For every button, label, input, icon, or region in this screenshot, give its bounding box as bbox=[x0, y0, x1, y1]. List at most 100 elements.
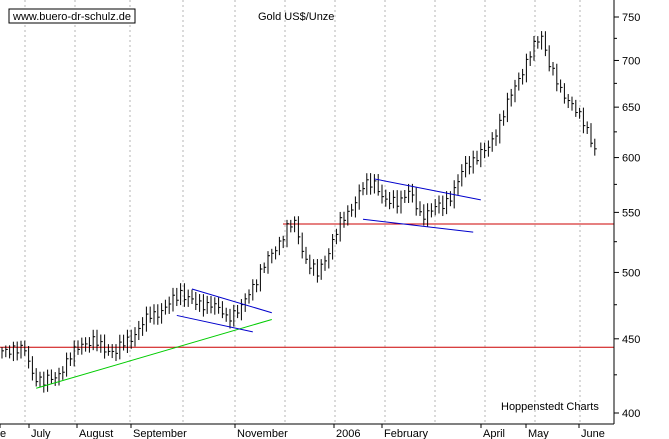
y-tick-label: 750 bbox=[622, 12, 640, 24]
price-bar bbox=[525, 53, 529, 83]
price-bar bbox=[115, 344, 118, 361]
price-bar bbox=[5, 345, 8, 358]
price-bar bbox=[324, 255, 327, 271]
price-bar bbox=[449, 191, 453, 207]
price-bar bbox=[556, 63, 559, 92]
price-bar bbox=[468, 156, 472, 175]
price-bar bbox=[442, 195, 445, 217]
price-bar bbox=[575, 99, 578, 117]
trendlines bbox=[36, 178, 481, 389]
y-tick-label: 450 bbox=[622, 334, 640, 346]
chart-title: Gold US$/Unze bbox=[258, 11, 334, 23]
price-bar bbox=[313, 259, 316, 276]
price-bar bbox=[107, 344, 111, 356]
price-bar bbox=[210, 295, 213, 314]
price-bar bbox=[438, 195, 441, 214]
price-bar bbox=[278, 236, 282, 256]
price-bar bbox=[552, 61, 555, 76]
x-tick-label: February bbox=[384, 428, 429, 439]
channel-line bbox=[362, 218, 474, 233]
x-tick-label: 2006 bbox=[336, 428, 360, 439]
price-bar bbox=[267, 251, 270, 274]
vertical-gridlines bbox=[24, 0, 581, 424]
price-bar bbox=[16, 341, 20, 361]
price-bar bbox=[187, 289, 191, 307]
price-bar bbox=[305, 246, 308, 264]
price-bar bbox=[73, 340, 77, 367]
price-bar bbox=[510, 88, 514, 107]
price-bar bbox=[373, 174, 377, 194]
price-bar bbox=[548, 45, 552, 72]
price-bar bbox=[400, 190, 403, 214]
price-bar bbox=[24, 340, 27, 356]
x-tick-label: June bbox=[581, 428, 605, 439]
price-bar bbox=[404, 190, 407, 203]
price-bar bbox=[537, 36, 540, 49]
price-bar bbox=[161, 303, 164, 324]
price-bar bbox=[499, 113, 502, 144]
uptrend-line bbox=[36, 319, 272, 389]
price-bar bbox=[560, 79, 563, 93]
support-lines bbox=[0, 223, 614, 348]
price-bar bbox=[472, 150, 476, 174]
x-tick-label: July bbox=[31, 428, 51, 439]
x-tick-label: November bbox=[237, 428, 288, 439]
price-bar bbox=[408, 183, 411, 204]
price-bar bbox=[476, 150, 479, 165]
price-bar bbox=[594, 138, 597, 156]
x-tick-label: e bbox=[0, 428, 6, 439]
price-bars bbox=[1, 31, 597, 393]
price-bar bbox=[354, 196, 358, 218]
price-bar bbox=[104, 334, 107, 359]
price-bar bbox=[130, 329, 134, 349]
price-bar bbox=[275, 246, 278, 260]
price-bar bbox=[164, 299, 168, 315]
price-bar bbox=[39, 371, 42, 388]
price-bar bbox=[263, 262, 267, 273]
price-bar bbox=[332, 234, 335, 260]
x-tick-label: August bbox=[79, 428, 113, 439]
price-bar bbox=[20, 340, 23, 359]
price-bar bbox=[168, 296, 172, 314]
price-bar bbox=[434, 199, 438, 216]
price-bar bbox=[358, 184, 362, 210]
price-bar bbox=[366, 173, 369, 195]
price-bar bbox=[142, 317, 145, 336]
price-bar bbox=[12, 341, 16, 362]
price-bar bbox=[487, 140, 491, 157]
price-bar bbox=[328, 248, 331, 269]
x-tick-label: September bbox=[133, 428, 187, 439]
price-bar bbox=[9, 345, 12, 359]
price-bar bbox=[69, 352, 73, 366]
price-bar bbox=[206, 295, 210, 314]
price-bar bbox=[461, 164, 464, 187]
source-badge: www.buero-dr-schulz.de bbox=[12, 11, 131, 23]
y-tick-label: 650 bbox=[622, 102, 640, 114]
price-bar bbox=[465, 156, 468, 178]
price-bar bbox=[199, 294, 202, 312]
price-bar bbox=[47, 369, 50, 392]
price-bar bbox=[419, 201, 422, 216]
price-bar bbox=[423, 204, 426, 226]
y-tick-label: 600 bbox=[622, 153, 640, 165]
price-bar bbox=[259, 264, 263, 292]
price-bar bbox=[88, 337, 92, 353]
price-bar bbox=[484, 142, 487, 159]
price-bar bbox=[506, 92, 510, 123]
price-bar bbox=[252, 279, 255, 301]
price-bar bbox=[567, 94, 571, 109]
price-bar bbox=[221, 301, 225, 319]
price-bar bbox=[195, 291, 198, 311]
price-bar bbox=[415, 187, 419, 216]
price-bar bbox=[123, 334, 126, 351]
price-bar bbox=[138, 320, 141, 341]
price-bar bbox=[62, 366, 65, 380]
price-bar bbox=[389, 192, 392, 210]
price-bar bbox=[503, 110, 506, 126]
price-bar bbox=[126, 329, 130, 354]
price-bar bbox=[294, 216, 297, 233]
price-bar bbox=[522, 68, 525, 85]
y-tick-label: 500 bbox=[622, 267, 640, 279]
price-bar bbox=[85, 337, 88, 352]
price-bar bbox=[381, 184, 384, 204]
